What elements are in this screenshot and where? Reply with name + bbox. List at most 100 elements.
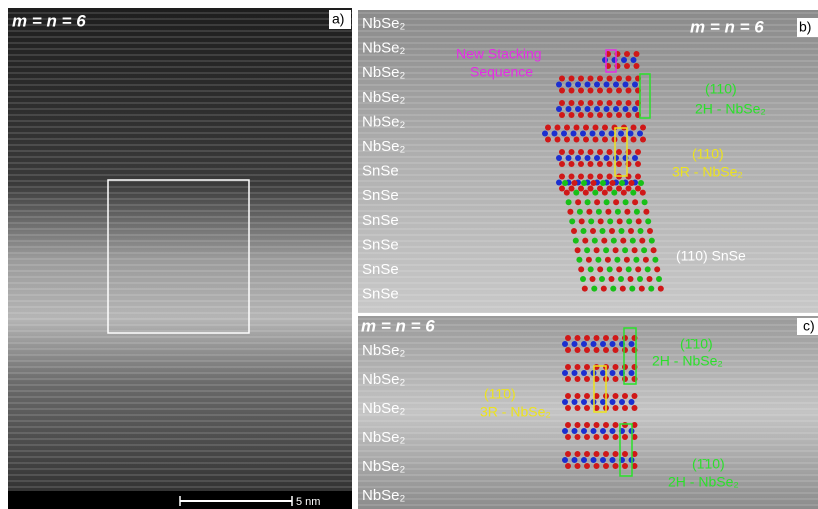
atom [565,347,571,353]
atom [628,276,634,282]
atom [626,186,632,192]
atom [562,399,568,405]
atom [585,199,591,205]
atom [594,463,600,469]
atom [619,228,625,234]
atom [600,428,606,434]
atom [583,125,589,131]
atom [581,228,587,234]
atom [597,112,603,118]
atom [594,335,600,341]
atom [622,347,628,353]
atom [616,112,622,118]
atom [632,247,638,253]
atom [639,286,645,292]
atom [622,422,628,428]
atom [600,370,606,376]
atom [581,428,587,434]
atom [654,266,660,272]
atom [564,190,570,196]
atom [591,428,597,434]
atom [565,451,571,457]
atom [600,180,606,186]
atom [648,286,654,292]
atom [566,106,572,112]
atom [626,266,632,272]
atom [559,186,565,192]
atom [615,209,621,215]
atom [626,76,632,82]
atom [591,286,597,292]
atom [569,161,575,167]
atom [566,82,572,88]
atom [619,180,625,186]
atom [640,125,646,131]
atom [614,257,620,263]
atom [632,405,638,411]
atom [607,186,613,192]
atom [613,347,619,353]
atom [575,463,581,469]
atom [640,137,646,143]
atom [562,457,568,463]
atom [632,106,638,112]
annotation: (110) [692,146,724,162]
atom [610,370,616,376]
atom [622,364,628,370]
atom [585,106,591,112]
layer-label: NbSe₂ [362,113,406,130]
atom [609,131,615,137]
atom [598,218,604,224]
atom [619,399,625,405]
atom [588,100,594,106]
atom [572,399,578,405]
atom [624,209,630,215]
atom [575,199,581,205]
atom [586,209,592,215]
atom [623,82,629,88]
atom [597,161,603,167]
atom [623,199,629,205]
atom [575,364,581,370]
atom [622,376,628,382]
atom [631,125,637,131]
atom [575,247,581,253]
atom [556,180,562,186]
atom [632,199,638,205]
layer-label: SnSe [362,187,399,204]
atom [613,451,619,457]
atom [597,174,603,180]
image-texture [8,8,352,509]
atom [637,276,643,282]
atom [575,155,581,161]
atom [622,451,628,457]
atom [565,364,571,370]
atom [602,125,608,131]
atom [565,335,571,341]
layer-label: NbSe₂ [362,15,406,32]
scale-label: 5 nm [296,496,320,508]
annotation: 2H - NbSe₂ [668,474,739,490]
atom [597,186,603,192]
atom [559,76,565,82]
atom [562,370,568,376]
atom [647,276,653,282]
atom [584,405,590,411]
atom [634,63,640,69]
atom [599,276,605,282]
atom [636,218,642,224]
atom [632,82,638,88]
atom [624,51,630,57]
atom [583,137,589,143]
atom [545,125,551,131]
annotation: (110) SnSe [676,248,746,264]
atom [542,131,548,137]
atom [572,370,578,376]
atom [569,100,575,106]
atom [658,286,664,292]
atom [641,247,647,253]
atom [609,228,615,234]
atom [633,257,639,263]
atom [591,180,597,186]
atom [638,180,644,186]
